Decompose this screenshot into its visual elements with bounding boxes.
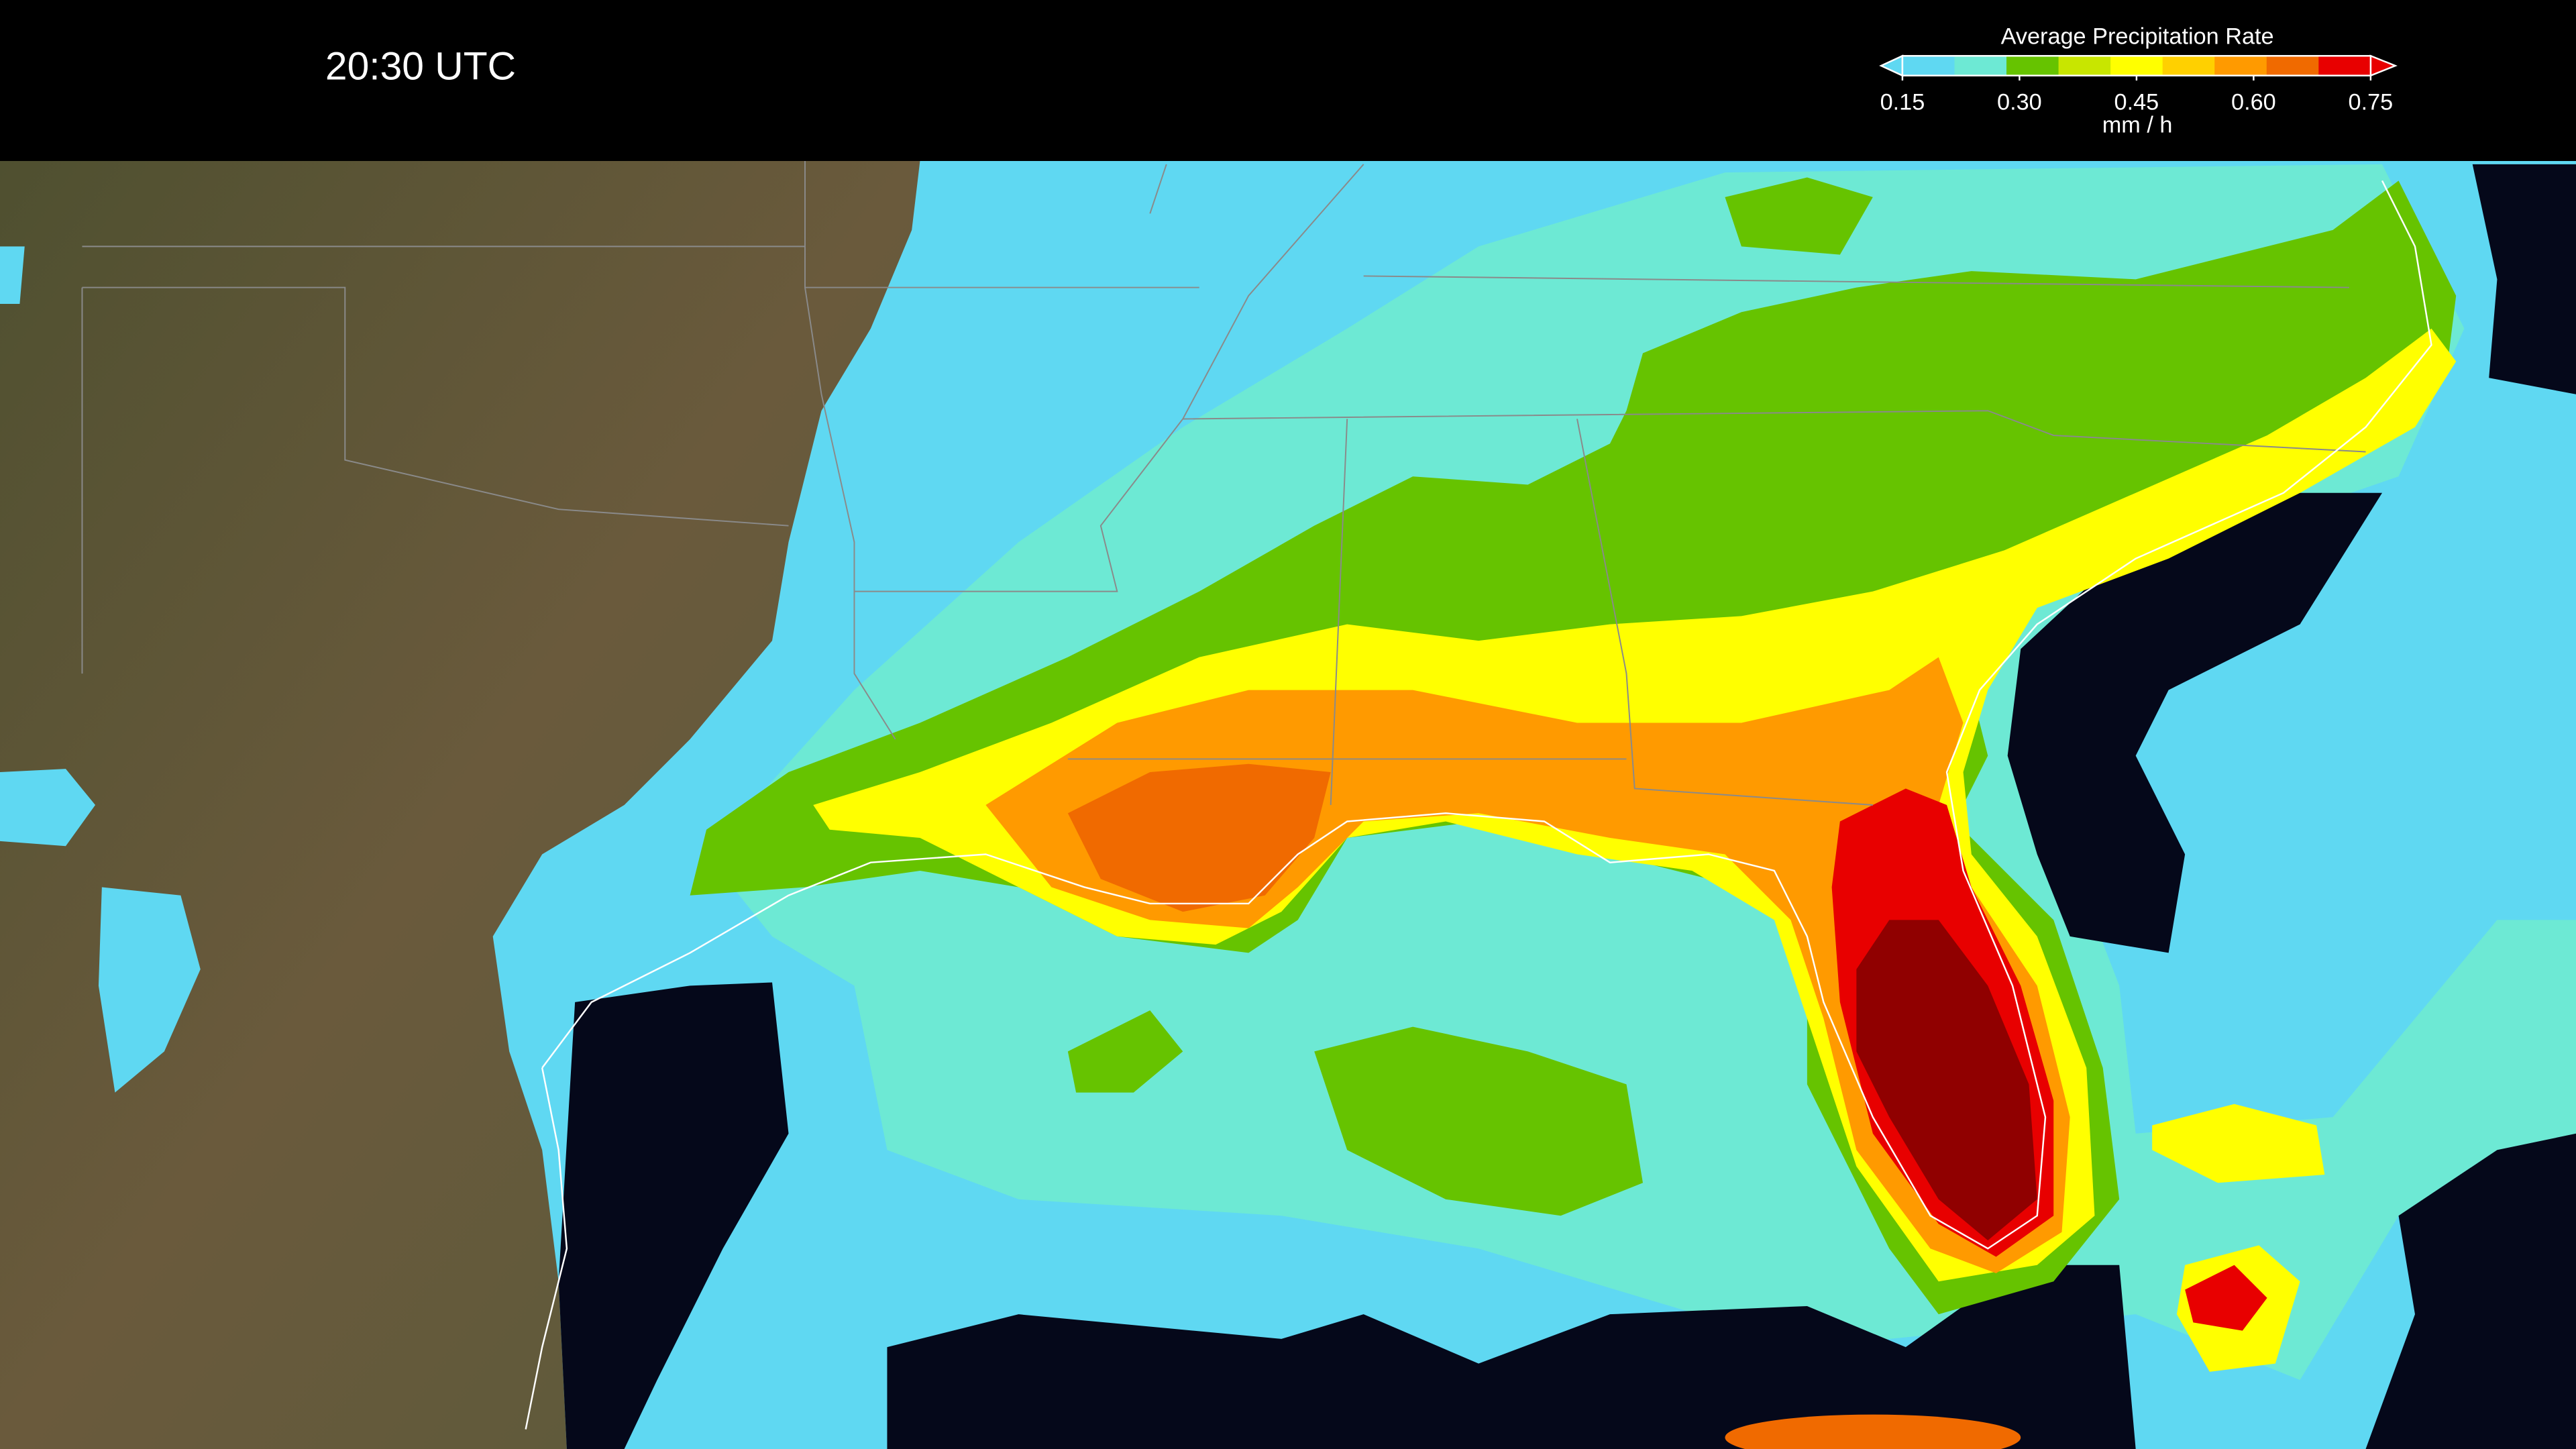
colorbar-segment — [2266, 56, 2320, 76]
land-surface — [0, 161, 920, 1449]
colorbar-tick-label: 0.45 — [2114, 89, 2159, 115]
colorbar-segment — [1954, 56, 2007, 76]
colorbar-tick-label: 0.30 — [1997, 89, 2042, 115]
precip-green — [1067, 1010, 1183, 1093]
precip-red — [2185, 1265, 2267, 1331]
colorbar-tick-label: 0.75 — [2349, 89, 2394, 115]
ocean-clear — [2007, 492, 2383, 953]
legend-title: Average Precipitation Rate — [2001, 23, 2274, 49]
precip-patch — [0, 769, 96, 847]
legend: Average Precipitation Rate mm / h 0.15 0.… — [1879, 23, 2398, 138]
precip-orange — [1725, 1414, 2021, 1449]
colorbar-segment — [2110, 56, 2163, 76]
colorbar-segment — [2318, 56, 2371, 76]
colorbar-segment — [2214, 56, 2267, 76]
colorbar-segment — [2058, 56, 2111, 76]
precip-dark-red — [1856, 920, 2037, 1240]
map — [0, 161, 2576, 1449]
precip-patch — [0, 246, 25, 305]
precip-yellow — [2152, 1104, 2325, 1183]
top-bar — [0, 0, 2576, 161]
legend-unit: mm / h — [2102, 113, 2173, 138]
precip-green — [1314, 1026, 1643, 1216]
ocean-clear — [887, 1265, 2136, 1449]
coastline — [525, 180, 2432, 1430]
colorbar-segment — [1902, 56, 1955, 76]
colorbar-tick-label: 0.15 — [1880, 89, 1925, 115]
colorbar-segment — [2006, 56, 2059, 76]
state-border — [81, 161, 2366, 806]
ocean-clear — [2365, 1133, 2576, 1449]
time-label: 20:30 UTC — [325, 44, 516, 88]
precip-orange-dark — [1067, 763, 1331, 912]
colorbar-tick-label: 0.60 — [2231, 89, 2276, 115]
precip-green — [1725, 177, 1873, 255]
precip-patch — [98, 887, 201, 1093]
ocean-clear — [558, 982, 789, 1449]
colorbar-segment — [2162, 56, 2215, 76]
ocean-clear — [2472, 164, 2576, 394]
